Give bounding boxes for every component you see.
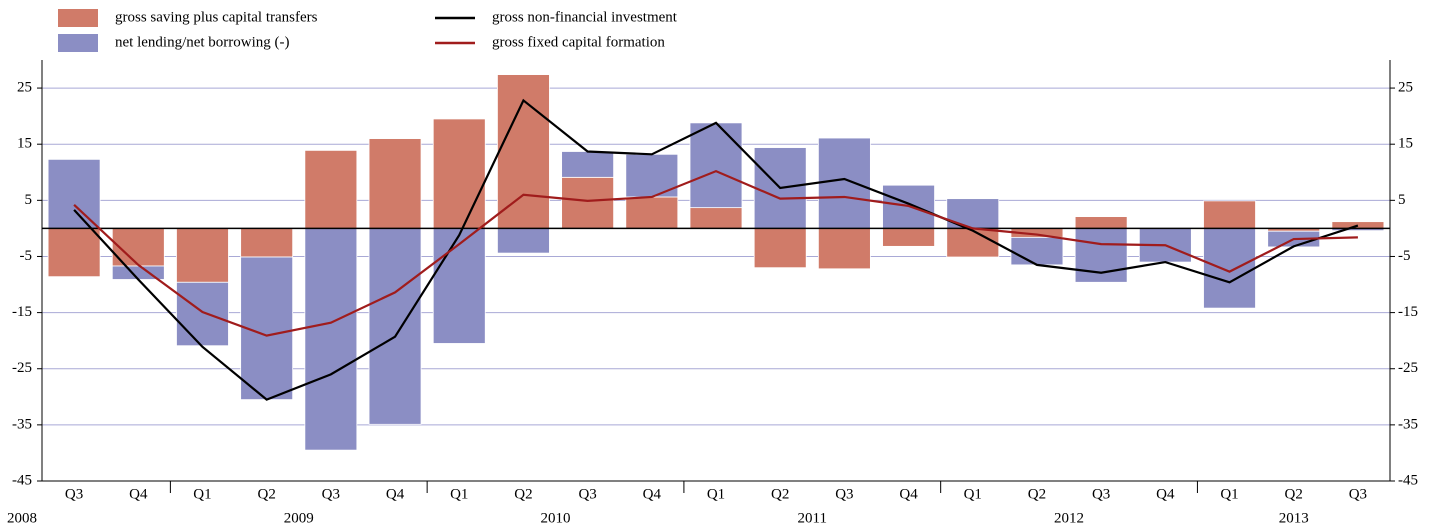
- bar: [240, 227, 294, 258]
- x-tick-label: Q1: [193, 486, 211, 502]
- x-tick-label: Q2: [257, 486, 275, 502]
- legend-label: gross non-financial investment: [492, 9, 678, 25]
- y-tick-label: 25: [17, 80, 32, 96]
- line: [73, 169, 1358, 337]
- bar: [1331, 221, 1385, 229]
- bar: [753, 227, 807, 269]
- bar: [304, 227, 358, 451]
- x-tick-label: Q4: [129, 486, 148, 502]
- x-tick-label: Q1: [964, 486, 982, 502]
- year-label: 2010: [541, 510, 571, 526]
- legend-label: gross saving plus capital transfers: [115, 9, 318, 25]
- y-tick-label: -25: [12, 360, 32, 376]
- y2-tick-label: 5: [1398, 192, 1406, 208]
- y-tick-label: -15: [12, 304, 32, 320]
- year-label: 2013: [1279, 510, 1309, 526]
- y2-tick-label: -15: [1398, 304, 1418, 320]
- x-tick-label: Q3: [578, 486, 596, 502]
- bar: [946, 227, 1000, 258]
- bar: [304, 149, 358, 229]
- bar: [817, 137, 871, 229]
- legend-swatch: [58, 34, 98, 52]
- bar: [497, 227, 550, 254]
- y2-tick-label: -45: [1398, 472, 1418, 488]
- legend-swatch: [58, 9, 98, 27]
- y-tick-label: -35: [12, 416, 32, 432]
- bar: [176, 281, 229, 347]
- y-tick-label: 15: [17, 136, 32, 152]
- bar: [1203, 200, 1256, 229]
- bar: [47, 227, 101, 278]
- x-tick-label: Q3: [1092, 486, 1110, 502]
- x-tick-label: Q1: [450, 486, 468, 502]
- x-tick-label: Q1: [1220, 486, 1238, 502]
- year-label: 2011: [798, 510, 827, 526]
- bar: [625, 153, 679, 198]
- bar: [689, 207, 743, 229]
- year-label: 2008: [7, 510, 37, 526]
- year-label: 2009: [284, 510, 314, 526]
- bar: [432, 227, 486, 344]
- x-tick-label: Q4: [643, 486, 662, 502]
- bar: [561, 176, 615, 229]
- x-tick-label: Q1: [707, 486, 725, 502]
- bar: [817, 227, 871, 270]
- line: [73, 98, 1359, 401]
- bar: [561, 151, 615, 178]
- y-tick-label: -45: [12, 472, 32, 488]
- bar: [1203, 227, 1256, 309]
- bar: [497, 74, 550, 229]
- bar: [368, 227, 422, 425]
- x-tick-label: Q3: [1349, 486, 1367, 502]
- bar: [625, 196, 679, 229]
- y-tick-label: -5: [20, 248, 33, 264]
- bar: [1074, 216, 1128, 229]
- bar: [1010, 236, 1064, 266]
- bar: [432, 118, 486, 229]
- x-tick-label: Q3: [322, 486, 340, 502]
- year-label: 2012: [1054, 510, 1084, 526]
- x-tick-label: Q2: [1028, 486, 1046, 502]
- bar: [176, 227, 229, 283]
- x-tick-label: Q4: [899, 486, 918, 502]
- y2-tick-label: -5: [1398, 248, 1411, 264]
- x-tick-label: Q2: [1285, 486, 1303, 502]
- bar: [47, 158, 101, 229]
- bar: [689, 122, 743, 209]
- legend-label: net lending/net borrowing (-): [115, 34, 290, 50]
- bar: [882, 227, 935, 247]
- x-tick-label: Q2: [771, 486, 789, 502]
- bar: [368, 138, 422, 229]
- x-tick-label: Q2: [514, 486, 532, 502]
- x-tick-label: Q4: [386, 486, 405, 502]
- y2-tick-label: -35: [1398, 416, 1418, 432]
- x-tick-label: Q3: [65, 486, 83, 502]
- y2-tick-label: 15: [1398, 136, 1413, 152]
- y2-tick-label: 25: [1398, 80, 1413, 96]
- x-tick-label: Q4: [1156, 486, 1175, 502]
- legend-label: gross fixed capital formation: [492, 34, 665, 50]
- x-tick-label: Q3: [835, 486, 853, 502]
- bar: [1074, 227, 1128, 283]
- y-tick-label: 5: [25, 192, 33, 208]
- y2-tick-label: -25: [1398, 360, 1418, 376]
